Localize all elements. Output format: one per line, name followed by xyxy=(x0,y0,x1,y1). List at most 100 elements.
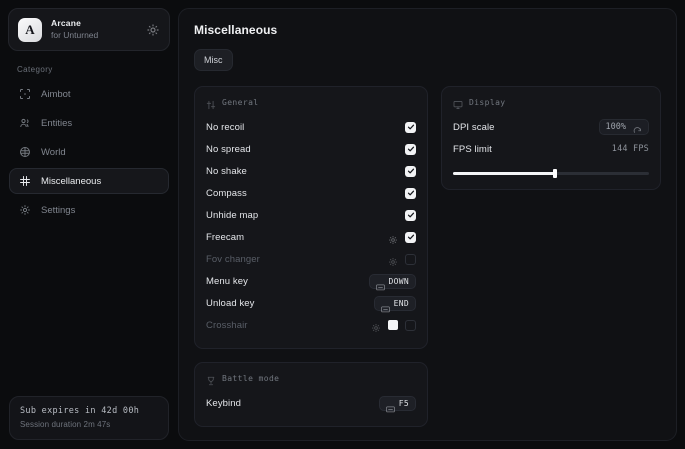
general-panel: General No recoil No spread xyxy=(194,86,428,349)
trophy-icon xyxy=(206,373,216,386)
general-panel-title: General xyxy=(222,97,259,107)
puzzle-icon xyxy=(19,175,31,187)
keybind-menu-key[interactable]: DOWN xyxy=(368,273,416,290)
row-label: No spread xyxy=(206,143,251,155)
checkbox-unhide-map[interactable] xyxy=(405,209,416,221)
keybind-value: END xyxy=(393,298,409,308)
row-controls xyxy=(405,209,416,221)
checkbox-compass[interactable] xyxy=(405,187,416,199)
keyboard-icon xyxy=(380,300,390,312)
dpi-scale-value: 100% xyxy=(605,122,626,132)
sidebar-item-label: Miscellaneous xyxy=(41,175,102,187)
slider-thumb[interactable] xyxy=(552,169,557,178)
main-content: Miscellaneous Misc General xyxy=(178,8,677,441)
subscription-status-card: Sub expires in 42d 00h Session duration … xyxy=(9,396,169,440)
profile-subtitle: for Unturned xyxy=(51,30,99,40)
checkbox-no-recoil[interactable] xyxy=(405,121,416,133)
profile-card[interactable]: A Arcane for Unturned xyxy=(8,8,170,51)
checkbox-no-spread[interactable] xyxy=(405,143,416,155)
row-unload-key: Unload key END xyxy=(206,292,416,314)
row-fov-changer: Fov changer xyxy=(206,248,416,270)
row-label: Fov changer xyxy=(206,253,260,265)
row-controls: DOWN xyxy=(368,273,416,290)
keybind-battle-mode[interactable]: F5 xyxy=(378,395,416,412)
sidebar-item-label: Entities xyxy=(41,117,73,129)
row-controls xyxy=(405,121,416,133)
row-controls xyxy=(371,319,416,332)
row-label: Unhide map xyxy=(206,209,259,221)
category-label: Category xyxy=(17,65,53,74)
row-label: Keybind xyxy=(206,397,242,409)
keybind-value: DOWN xyxy=(388,276,409,286)
sub-expiry-text: Sub expires in 42d 00h xyxy=(20,406,140,416)
display-panel-title: Display xyxy=(469,97,506,107)
crosshair-icon xyxy=(19,88,31,100)
checkbox-crosshair[interactable] xyxy=(405,319,416,331)
sidebar-item-label: World xyxy=(41,146,66,158)
keybind-unload-key[interactable]: END xyxy=(373,295,416,312)
row-controls xyxy=(405,187,416,199)
slider-fill xyxy=(453,172,555,175)
entities-icon xyxy=(19,117,31,129)
row-controls: END xyxy=(373,295,416,312)
row-dpi-scale: DPI scale 100% xyxy=(453,116,649,138)
sidebar-item-label: Settings xyxy=(41,204,76,216)
keybind-value: F5 xyxy=(398,398,409,408)
row-fps-limit: FPS limit 144 FPS xyxy=(453,138,649,160)
gear-icon[interactable] xyxy=(388,232,398,244)
gear-icon[interactable] xyxy=(371,320,381,332)
display-panel: Display DPI scale 100% xyxy=(441,86,661,190)
page-title: Miscellaneous xyxy=(194,23,278,37)
row-crosshair: Crosshair xyxy=(206,314,416,336)
row-no-shake: No shake xyxy=(206,160,416,182)
row-controls xyxy=(405,165,416,177)
gear-icon[interactable] xyxy=(146,23,160,37)
row-freecam: Freecam xyxy=(206,226,416,248)
row-unhide-map: Unhide map xyxy=(206,204,416,226)
checkbox-fov-changer[interactable] xyxy=(405,253,416,265)
tab-bar: Misc xyxy=(194,49,661,71)
battle-mode-panel-header: Battle mode xyxy=(206,373,416,386)
keyboard-icon xyxy=(385,400,395,412)
globe-icon xyxy=(19,146,31,158)
sidebar-item-miscellaneous[interactable]: Miscellaneous xyxy=(9,168,169,194)
session-duration-text: Session duration 2m 47s xyxy=(20,420,111,429)
display-panel-header: Display xyxy=(453,97,649,109)
checkbox-freecam[interactable] xyxy=(405,231,416,243)
left-column: General No recoil No spread xyxy=(194,86,428,427)
gear-icon[interactable] xyxy=(388,254,398,266)
row-label: FPS limit xyxy=(453,143,492,155)
row-label: No shake xyxy=(206,165,247,177)
sidebar-item-entities[interactable]: Entities xyxy=(9,110,169,136)
color-swatch-crosshair[interactable] xyxy=(388,320,398,330)
row-label: Menu key xyxy=(206,275,248,287)
row-controls: F5 xyxy=(378,395,416,412)
tab-misc[interactable]: Misc xyxy=(194,49,233,71)
row-no-recoil: No recoil xyxy=(206,116,416,138)
dpi-scale-value-control[interactable]: 100% xyxy=(598,119,649,135)
sidebar-item-world[interactable]: World xyxy=(9,139,169,165)
general-panel-header: General xyxy=(206,97,416,110)
row-label: Compass xyxy=(206,187,247,199)
row-controls xyxy=(388,253,416,266)
sliders-icon xyxy=(206,97,216,110)
sidebar-item-aimbot[interactable]: Aimbot xyxy=(9,81,169,107)
sidebar-item-label: Aimbot xyxy=(41,88,71,100)
row-label: Unload key xyxy=(206,297,255,309)
gear-icon xyxy=(19,204,31,216)
sidebar-item-settings[interactable]: Settings xyxy=(9,197,169,223)
battle-mode-panel: Battle mode Keybind F5 xyxy=(194,362,428,427)
right-column: Display DPI scale 100% xyxy=(441,86,661,190)
row-label: No recoil xyxy=(206,121,245,133)
row-label: Crosshair xyxy=(206,319,248,331)
panel-grid: General No recoil No spread xyxy=(194,86,661,427)
fps-limit-slider[interactable] xyxy=(453,169,649,178)
row-controls: 100% xyxy=(598,119,649,135)
monitor-icon xyxy=(453,97,463,109)
avatar: A xyxy=(18,17,42,42)
row-battle-keybind: Keybind F5 xyxy=(206,392,416,414)
refresh-icon[interactable] xyxy=(633,123,642,133)
checkbox-no-shake[interactable] xyxy=(405,165,416,177)
row-controls xyxy=(405,143,416,155)
